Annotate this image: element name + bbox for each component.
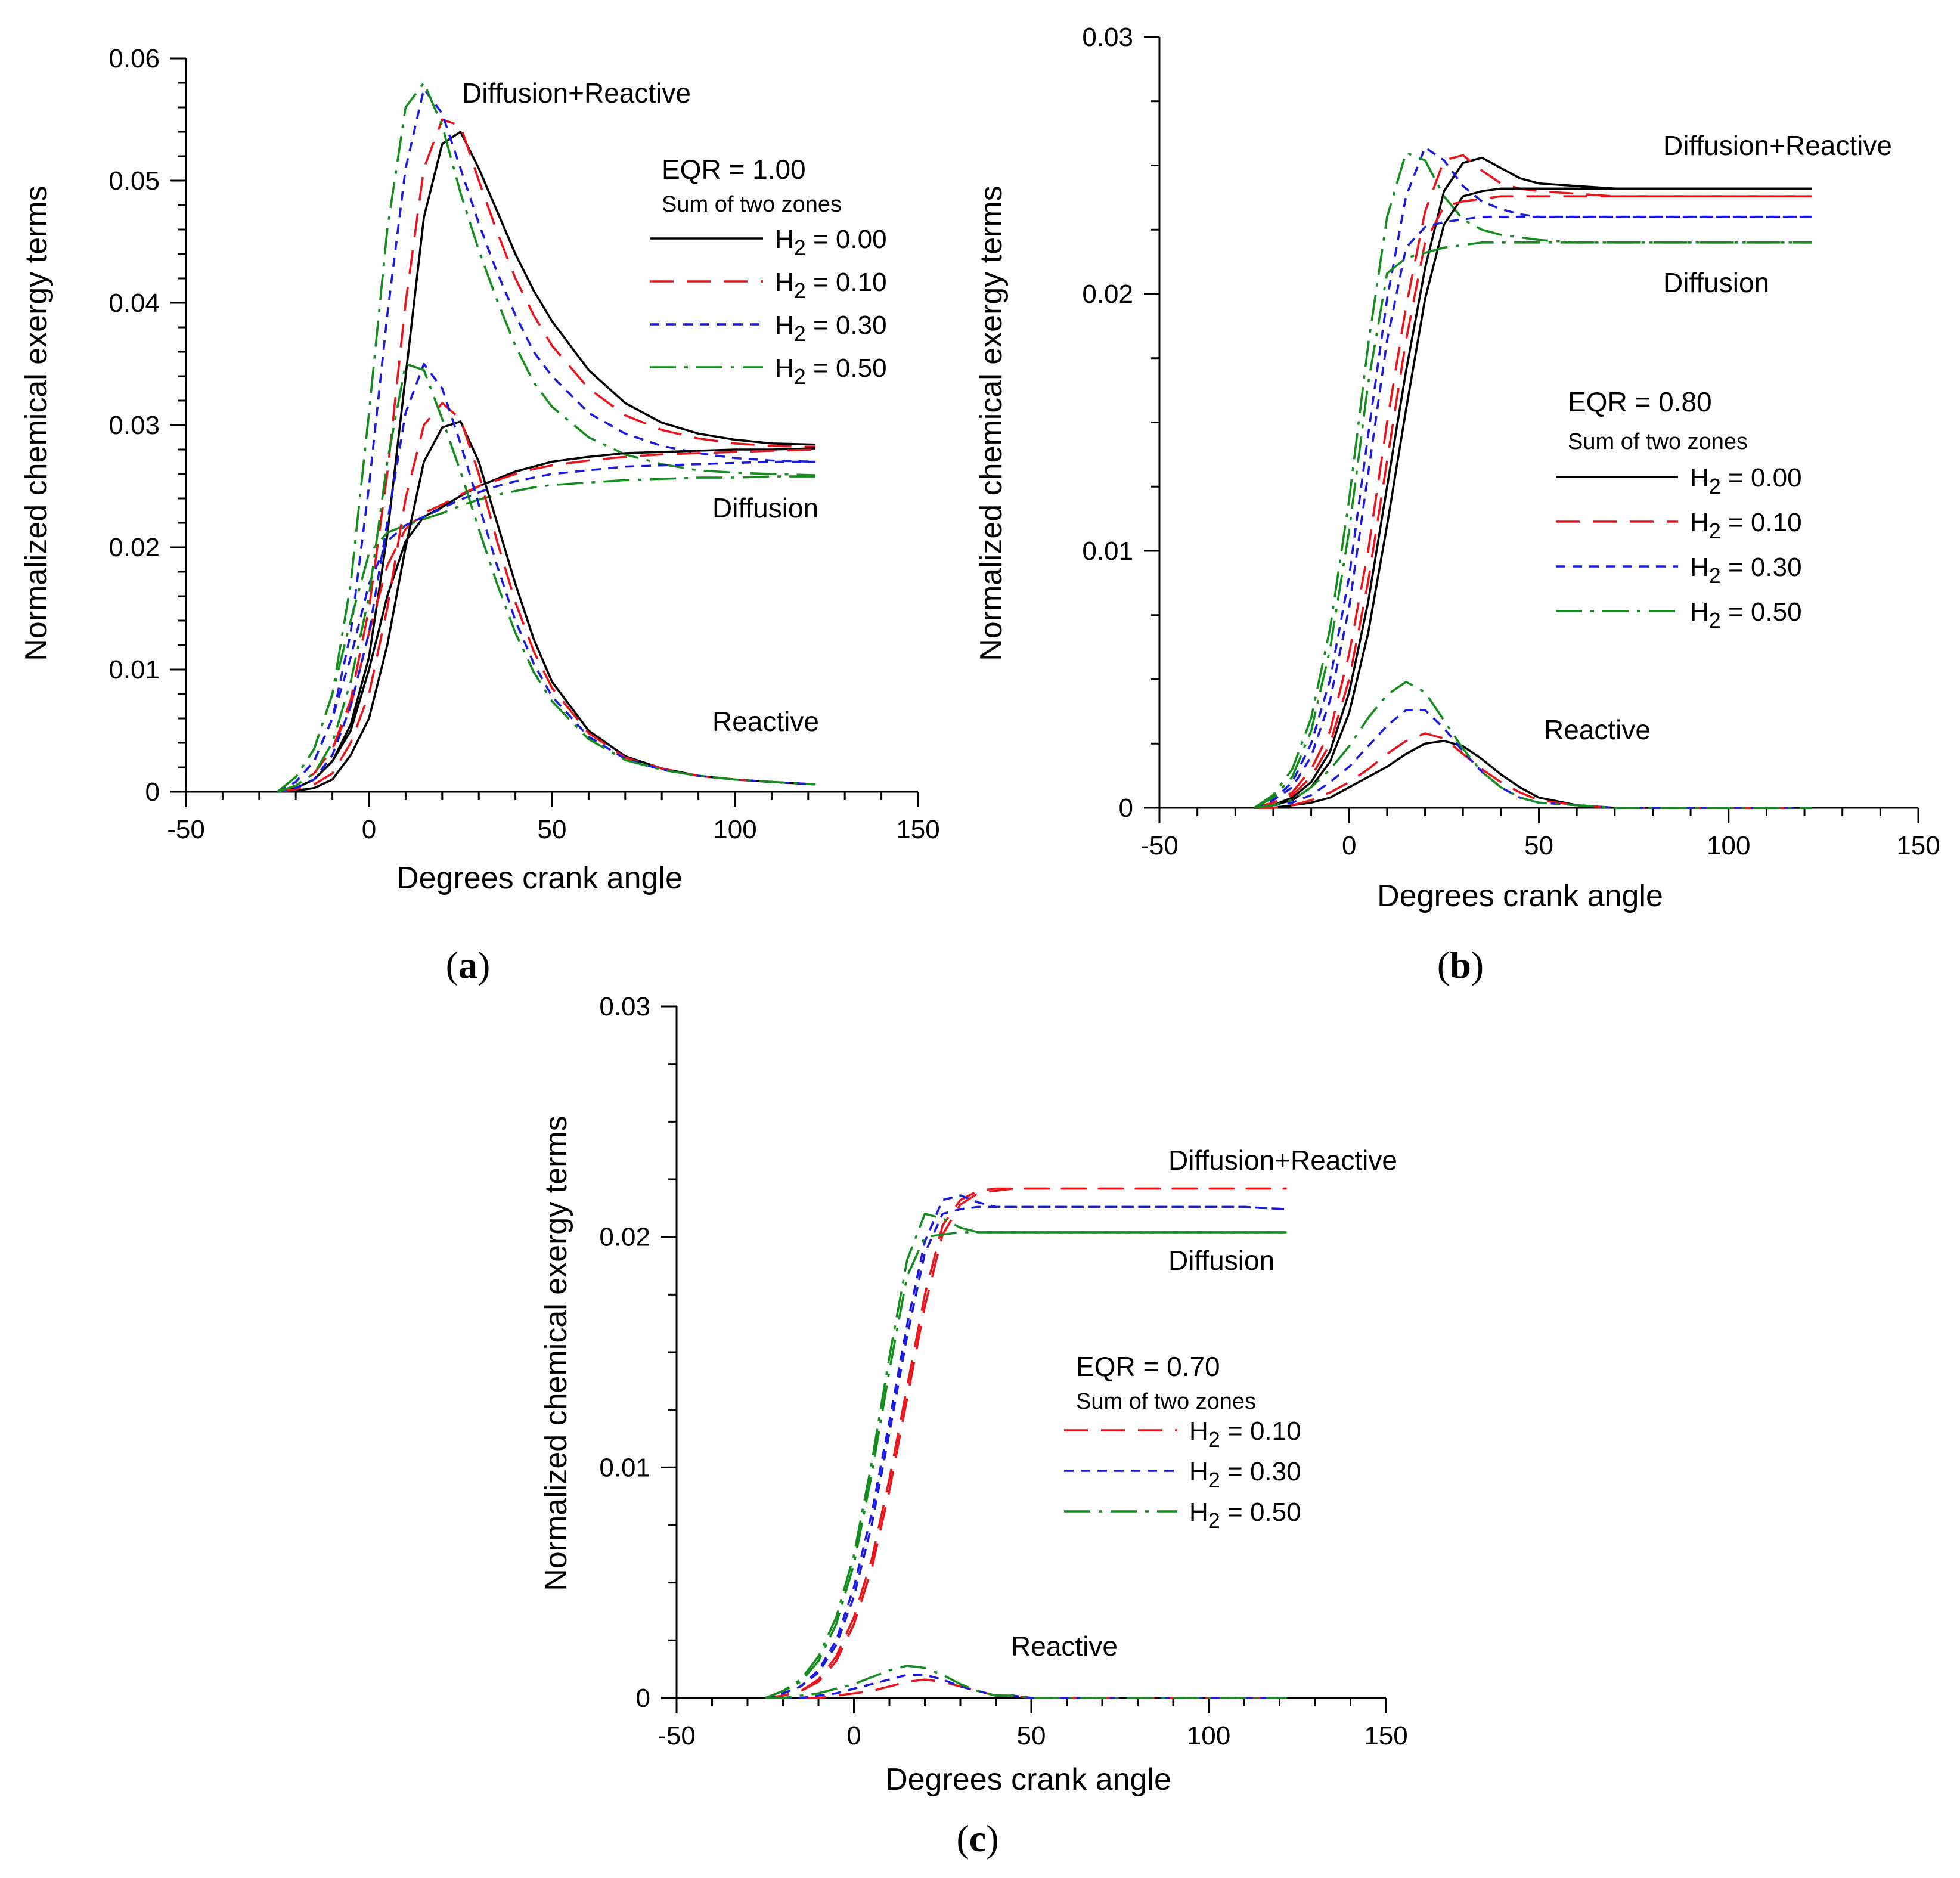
y-tick-label: 0.01 xyxy=(108,655,160,684)
y-tick-label: 0.03 xyxy=(599,992,650,1021)
annotation-reactive: Reactive xyxy=(1544,714,1651,745)
legend-subtitle: Sum of two zones xyxy=(1568,429,1748,454)
series-line-diffusion-h2-0-50 xyxy=(1254,241,1812,809)
series-line-reactive-h2-0-50 xyxy=(765,1665,1287,1699)
y-tick-label: 0.01 xyxy=(599,1453,650,1482)
x-tick-label: 0 xyxy=(1342,831,1356,860)
annotation-diffusion: Diffusion xyxy=(1168,1245,1274,1276)
series-line-reactive-h2-0-30 xyxy=(1254,709,1812,809)
series-line-diffusion-h2-0-10 xyxy=(277,448,816,793)
panel-label-b: (b) xyxy=(1437,944,1484,986)
series-line-diffusion-reactive-h2-0-30 xyxy=(277,88,816,793)
y-axis-title: Normalized chemical exergy terms xyxy=(539,1115,573,1591)
y-tick-label: 0 xyxy=(636,1684,650,1713)
series-line-diffusion-reactive-h2-0-30 xyxy=(765,1194,1287,1699)
series-line-diffusion-h2-0-50 xyxy=(277,475,816,793)
series-line-reactive-h2-0-50 xyxy=(277,362,816,793)
x-tick-label: 50 xyxy=(1524,831,1553,860)
y-tick-label: 0.02 xyxy=(599,1223,650,1252)
annotation-diffusion: Diffusion xyxy=(712,492,818,523)
legend-label: H2 = 0.50 xyxy=(775,354,887,389)
legend-label: H2 = 0.50 xyxy=(1189,1498,1301,1533)
series-line-reactive-h2-0-30 xyxy=(277,362,816,793)
annotation-reactive: Reactive xyxy=(712,706,819,737)
y-tick-label: 0.02 xyxy=(1082,280,1133,309)
x-tick-label: 100 xyxy=(1187,1721,1230,1750)
x-tick-label: 50 xyxy=(538,815,567,844)
x-axis-title: Degrees crank angle xyxy=(396,861,683,895)
y-tick-label: 0 xyxy=(1119,794,1133,823)
y-tick-label: 0.01 xyxy=(1082,537,1133,566)
series-line-diffusion-h2-0-00 xyxy=(1254,187,1812,809)
legend-label: H2 = 0.30 xyxy=(775,311,887,346)
series-line-diffusion-reactive-h2-0-10 xyxy=(1254,154,1812,809)
series-line-diffusion-reactive-h2-0-50 xyxy=(277,82,816,793)
chart-panel-c: -50 0 50 100 150 0 0.01 0.02 0.03 Degrees crank a… xyxy=(539,992,1408,1797)
legend-label: H2 = 0.30 xyxy=(1690,553,1802,588)
x-axis-title: Degrees crank angle xyxy=(1377,879,1663,913)
series-line-diffusion-reactive-h2-0-00 xyxy=(277,131,816,793)
y-tick-label: 0.06 xyxy=(108,44,160,73)
series-line-diffusion-h2-0-30 xyxy=(765,1205,1287,1699)
legend: EQR = 0.80 Sum of two zones H2 = 0.00 H2 = … xyxy=(1556,386,1802,633)
legend-subtitle: Sum of two zones xyxy=(1076,1389,1256,1414)
y-tick-label: 0.02 xyxy=(108,533,160,562)
y-tick-label: 0.03 xyxy=(1082,23,1133,52)
series-line-reactive-h2-0-10 xyxy=(277,402,816,793)
y-axis-title: Normalized chemical exergy terms xyxy=(19,185,54,661)
legend-label: H2 = 0.30 xyxy=(1189,1457,1301,1492)
y-tick-label: 0 xyxy=(145,777,160,807)
legend-label: H2 = 0.10 xyxy=(775,268,887,303)
x-axis-title: Degrees crank angle xyxy=(885,1762,1171,1797)
legend-label: H2 = 0.50 xyxy=(1690,597,1802,633)
series-line-diffusion-reactive-h2-0-30 xyxy=(1254,146,1812,809)
x-tick-label: 0 xyxy=(846,1721,861,1750)
annotation-diffusion-reactive: Diffusion+Reactive xyxy=(1168,1145,1397,1176)
x-tick-label: 100 xyxy=(713,815,756,844)
legend-label: H2 = 0.00 xyxy=(1690,463,1802,498)
series-line-diffusion-reactive-h2-0-10 xyxy=(277,118,816,793)
legend: EQR = 0.70 Sum of two zones H2 = 0.10 H2 = … xyxy=(1064,1351,1301,1533)
annotation-reactive: Reactive xyxy=(1011,1631,1118,1662)
x-tick-label: 50 xyxy=(1017,1721,1046,1750)
panel-label-c: (c) xyxy=(956,1817,998,1860)
x-tick-label: 150 xyxy=(1896,831,1940,860)
series-line-diffusion-reactive-h2-0-50 xyxy=(765,1213,1287,1699)
y-axis-title: Normalized chemical exergy terms xyxy=(974,185,1009,661)
series-line-diffusion-h2-0-10 xyxy=(1254,195,1812,809)
x-tick-label: 0 xyxy=(362,815,376,844)
legend-subtitle: Sum of two zones xyxy=(662,192,842,217)
legend-title: EQR = 0.80 xyxy=(1568,386,1712,417)
x-tick-label: -50 xyxy=(167,815,205,844)
y-tick-label: 0.03 xyxy=(108,411,160,440)
panel-label-a: (a) xyxy=(446,944,491,986)
series-line-diffusion-h2-0-30 xyxy=(1254,215,1812,809)
chart-panel-a: -50 0 50 100 15000.010.020.030.040.050.06Deg… xyxy=(19,44,940,895)
series-line-diffusion-h2-0-10 xyxy=(765,1187,1287,1699)
legend-title: EQR = 0.70 xyxy=(1076,1351,1220,1382)
x-tick-label: -50 xyxy=(658,1721,696,1750)
series-line-reactive-h2-0-10 xyxy=(765,1678,1287,1699)
legend-title: EQR = 1.00 xyxy=(662,154,806,185)
x-tick-label: -50 xyxy=(1140,831,1179,860)
legend-label: H2 = 0.00 xyxy=(775,225,887,260)
legend: EQR = 1.00 Sum of two zones H2 = 0.00 H2 = … xyxy=(650,154,887,389)
series-line-diffusion-h2-0-30 xyxy=(277,460,816,793)
annotation-diffusion-reactive: Diffusion+Reactive xyxy=(1663,130,1892,161)
annotation-diffusion: Diffusion xyxy=(1663,267,1769,298)
x-tick-label: 150 xyxy=(896,815,939,844)
series-line-diffusion-h2-0-50 xyxy=(765,1231,1287,1699)
x-tick-label: 150 xyxy=(1364,1721,1407,1750)
legend-label: H2 = 0.10 xyxy=(1690,508,1802,543)
y-tick-label: 0.05 xyxy=(108,166,160,196)
legend-label: H2 = 0.10 xyxy=(1189,1417,1301,1452)
annotation-diffusion-reactive: Diffusion+Reactive xyxy=(462,78,691,109)
series-line-reactive-h2-0-50 xyxy=(1254,681,1812,809)
y-tick-label: 0.04 xyxy=(108,289,160,318)
x-tick-label: 100 xyxy=(1707,831,1750,860)
